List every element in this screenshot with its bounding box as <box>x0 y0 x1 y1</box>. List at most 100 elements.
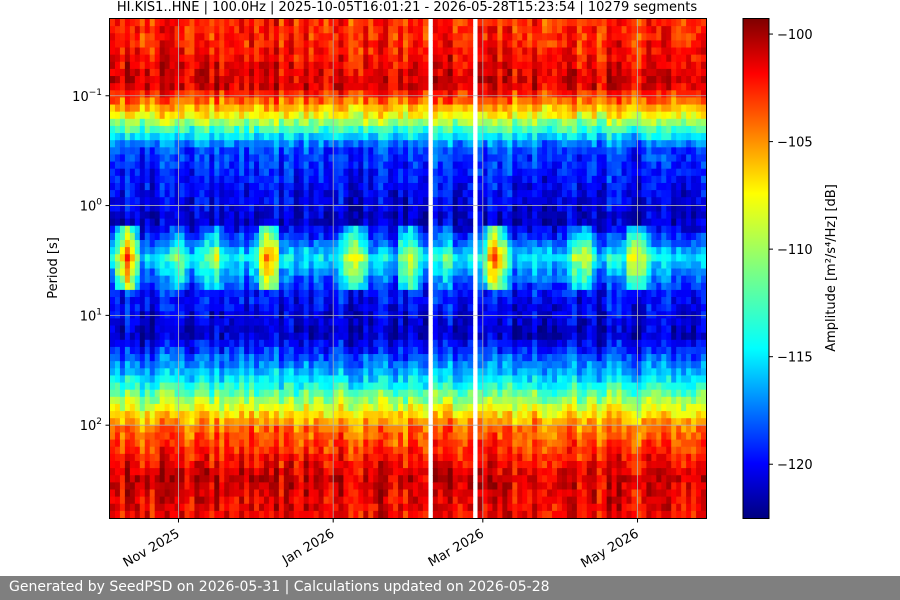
heatmap-cell <box>363 54 369 63</box>
heatmap-cell <box>422 190 429 198</box>
heatmap-cell <box>437 232 444 241</box>
heatmap-cell <box>219 418 225 426</box>
heatmap-cell <box>442 346 449 355</box>
heatmap-cell <box>383 468 389 476</box>
heatmap-cell <box>129 389 136 398</box>
heatmap-cell <box>219 204 225 213</box>
heatmap-cell <box>129 40 136 49</box>
heatmap-cell <box>338 482 345 491</box>
heatmap-cell <box>432 368 439 377</box>
heatmap-cell <box>214 26 220 34</box>
heatmap-cell <box>204 439 210 448</box>
heatmap-cell <box>368 375 374 384</box>
heatmap-cell <box>114 510 121 519</box>
heatmap-cell <box>422 389 429 398</box>
heatmap-cell <box>412 354 419 362</box>
heatmap-cell <box>119 125 126 134</box>
heatmap-cell <box>179 33 186 41</box>
heatmap-cell <box>353 40 359 49</box>
heatmap-cell <box>298 247 305 255</box>
heatmap-cell <box>358 468 364 476</box>
heatmap-cell <box>378 182 384 191</box>
heatmap-cell <box>343 396 349 405</box>
heatmap-cell <box>139 254 146 262</box>
heatmap-cell <box>462 361 469 369</box>
heatmap-cell <box>288 161 295 170</box>
heatmap-cell <box>229 268 235 277</box>
heatmap-cell <box>249 140 255 148</box>
heatmap-cell <box>124 239 131 248</box>
heatmap-cell <box>388 118 394 127</box>
heatmap-cell <box>278 332 285 341</box>
heatmap-cell <box>432 432 439 441</box>
heatmap-cell <box>328 282 335 291</box>
heatmap-cell <box>318 97 325 106</box>
heatmap-cell <box>293 282 300 291</box>
heatmap-cell <box>219 26 225 34</box>
heatmap-cell <box>412 346 419 355</box>
heatmap-cell <box>189 282 196 291</box>
heatmap-cell <box>403 496 409 505</box>
heatmap-cell <box>229 40 235 49</box>
heatmap-cell <box>328 289 335 298</box>
heatmap-cell <box>462 90 469 99</box>
heatmap-cell <box>348 382 354 391</box>
heatmap-cell <box>447 197 454 205</box>
heatmap-cell <box>179 489 186 498</box>
heatmap-cell <box>353 83 359 91</box>
heatmap-cell <box>298 268 305 277</box>
heatmap-cell <box>199 125 205 134</box>
heatmap-cell <box>383 68 389 77</box>
heatmap-cell <box>204 147 210 156</box>
heatmap-cell <box>388 125 394 134</box>
heatmap-cell <box>164 104 171 113</box>
heatmap-cell <box>179 83 186 91</box>
heatmap-cell <box>219 161 225 170</box>
heatmap-cell <box>333 411 340 419</box>
heatmap-cell <box>184 304 191 312</box>
heatmap-cell <box>194 90 200 99</box>
heatmap-cell <box>318 361 325 369</box>
heatmap-cell <box>308 289 315 298</box>
heatmap-cell <box>204 197 210 205</box>
heatmap-cell <box>323 197 330 205</box>
heatmap-cell <box>368 268 374 277</box>
heatmap-cell <box>224 211 230 220</box>
heatmap-cell <box>224 118 230 127</box>
heatmap-cell <box>209 425 215 434</box>
heatmap-cell <box>110 346 116 355</box>
heatmap-cell <box>159 147 166 156</box>
heatmap-cell <box>308 261 315 270</box>
heatmap-cell <box>144 289 151 298</box>
heatmap-cell <box>263 439 270 448</box>
heatmap-cell <box>189 133 196 141</box>
heatmap-cell <box>343 361 349 369</box>
heatmap-cell <box>199 460 205 469</box>
heatmap-cell <box>209 361 215 369</box>
heatmap-cell <box>234 389 240 398</box>
heatmap-cell <box>303 175 310 184</box>
heatmap-cell <box>199 76 205 84</box>
heatmap-cell <box>154 304 161 312</box>
heatmap-cell <box>467 147 474 156</box>
heatmap-cell <box>293 133 300 141</box>
heatmap-cell <box>149 411 156 419</box>
heatmap-cell <box>388 204 394 213</box>
heatmap-cell <box>283 40 290 49</box>
heatmap-cell <box>298 211 305 220</box>
heatmap-cell <box>119 90 126 99</box>
heatmap-cell <box>353 182 359 191</box>
heatmap-cell <box>403 97 409 106</box>
heatmap-cell <box>363 318 369 327</box>
heatmap-cell <box>119 496 126 505</box>
heatmap-cell <box>139 154 146 163</box>
heatmap-cell <box>254 111 260 120</box>
heatmap-cell <box>129 318 136 327</box>
heatmap-cell <box>164 125 171 134</box>
heatmap-cell <box>254 325 260 334</box>
heatmap-cell <box>303 154 310 163</box>
heatmap-cell <box>234 375 240 384</box>
heatmap-cell <box>348 211 354 220</box>
heatmap-cell <box>263 325 270 334</box>
heatmap-cell <box>378 411 384 419</box>
